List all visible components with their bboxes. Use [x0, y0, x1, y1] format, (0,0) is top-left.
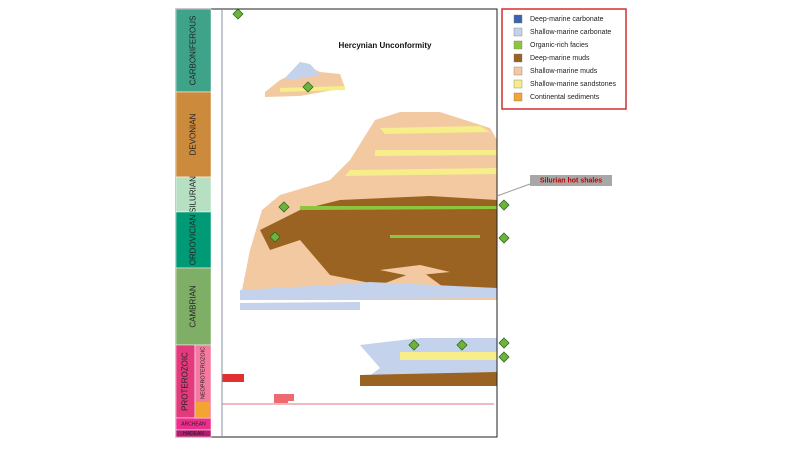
subperiod-band	[194, 344, 212, 419]
legend-swatch	[513, 53, 523, 63]
subperiod-fill	[196, 402, 210, 417]
legend-swatch	[513, 27, 523, 37]
period-label: ARCHEAN	[181, 421, 206, 427]
callout-label: Silurian hot shales	[540, 177, 602, 184]
annotation-title: Hercynian Unconformity	[339, 41, 432, 50]
legend-swatch	[513, 14, 523, 24]
period-label: HADEAN	[183, 431, 204, 437]
legend-swatch	[513, 40, 523, 50]
legend-label: Shallow-marine sandstones	[530, 81, 616, 88]
period-band	[175, 176, 212, 213]
legend-swatch	[513, 79, 523, 89]
period-band	[175, 91, 212, 178]
period-label: DEVONIAN	[189, 113, 198, 155]
legend-label: Continental sediments	[530, 94, 600, 101]
period-label: CAMBRIAN	[189, 285, 198, 327]
legend	[501, 8, 627, 110]
legend-swatch	[513, 66, 523, 76]
legend-label: Deep-marine carbonate	[530, 16, 604, 23]
period-band	[175, 211, 212, 269]
period-label: CARBONIFEROUS	[189, 16, 198, 86]
period-label: PROTEROZOIC	[181, 352, 190, 411]
legend-label: Shallow-marine carbonate	[530, 29, 611, 36]
period-band	[175, 267, 212, 346]
legend-label: Deep-marine muds	[530, 55, 590, 62]
period-band	[175, 429, 212, 438]
period-label: SILURIAN	[189, 176, 198, 213]
callout-box	[530, 175, 612, 186]
period-band	[175, 8, 212, 93]
legend-label: Shallow-marine muds	[530, 68, 598, 75]
legend-swatch	[513, 92, 523, 102]
strata	[222, 62, 497, 405]
callout-leader	[496, 183, 531, 197]
subperiod-label: NEOPROTEROZOIC	[200, 347, 206, 399]
legend-label: Organic-rich facies	[530, 42, 589, 49]
markers	[232, 8, 510, 363]
period-label: ORDOVICIAN	[189, 214, 198, 265]
